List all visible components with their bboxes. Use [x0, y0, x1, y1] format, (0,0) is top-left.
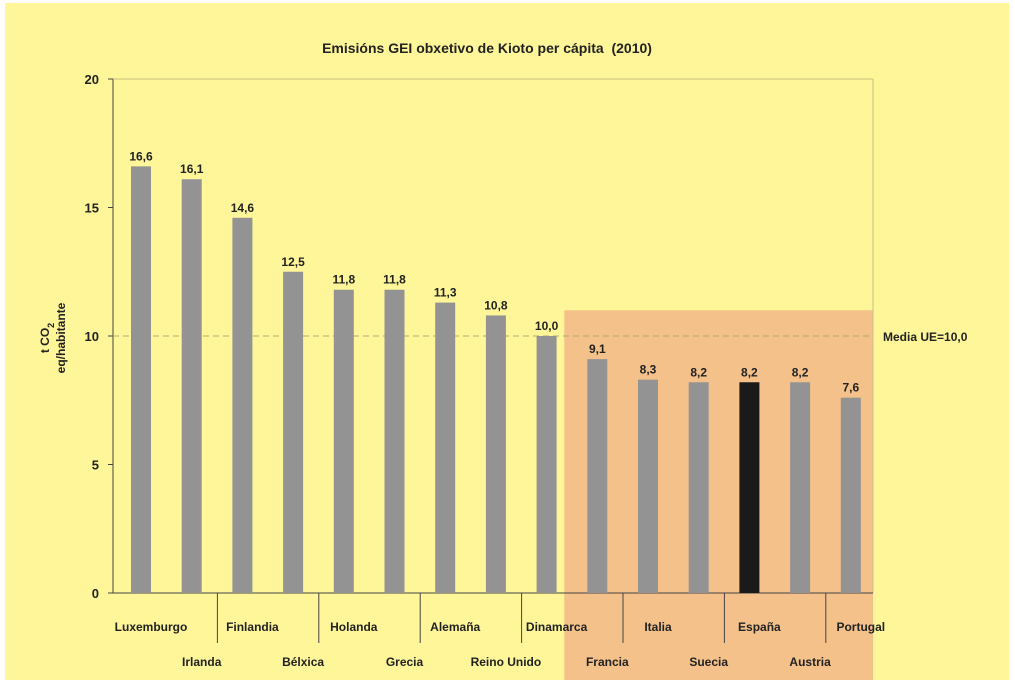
bar-luxemburgo: [131, 166, 151, 593]
value-label: 11,3: [434, 286, 457, 300]
y-tick-label: 20: [85, 72, 99, 87]
x-category-label: Luxemburgo: [115, 620, 188, 634]
y-tick-label: 10: [85, 329, 99, 344]
shaded-region: [564, 310, 873, 680]
y-tick-label: 0: [92, 586, 99, 601]
bar-finlandia: [232, 217, 253, 593]
x-category-label: Italia: [644, 620, 672, 634]
chart-title: Emisións GEI obxetivo de Kioto per cápit…: [322, 40, 652, 56]
value-label: 8,3: [640, 363, 657, 377]
value-label: 12,5: [281, 255, 305, 269]
bar-francia: [587, 359, 608, 593]
chart-frame: 16,6 16,1 14,6 12,5 11,8 11,8 11,3 10,8 10,0 9,1 8…: [5, 3, 1009, 680]
x-category-label: Austria: [789, 655, 831, 669]
bar-bélxica: [283, 271, 304, 593]
value-label: 7,6: [842, 381, 859, 395]
bar-holanda: [333, 289, 354, 593]
chart: 16,6 16,1 14,6 12,5 11,8 11,8 11,3 10,8 10,0 9,1 8…: [38, 40, 968, 680]
bar-italia: [638, 379, 658, 593]
x-category-label: Holanda: [330, 620, 378, 634]
x-category-label: Dinamarca: [526, 620, 588, 634]
bar-irlanda: [181, 179, 202, 594]
value-label: 10,8: [484, 298, 508, 312]
x-category-label: Bélxica: [282, 655, 324, 669]
value-label: 8,2: [792, 365, 809, 379]
bar-suecia: [688, 382, 709, 593]
x-category-label: Suecia: [689, 655, 728, 669]
value-label: 8,2: [741, 365, 758, 379]
bar-grecia: [384, 289, 405, 593]
value-labels-group: 16,6 16,1 14,6 12,5 11,8 11,8 11,3 10,8 10,0 9,1 8…: [129, 149, 859, 394]
x-category-label: Grecia: [386, 655, 424, 669]
bar-alemaña: [435, 302, 456, 593]
x-category-label: Finlandia: [226, 620, 279, 634]
y-axis-label: t CO2: [38, 323, 56, 353]
value-label: 8,2: [690, 365, 707, 379]
bar-españa: [739, 382, 760, 593]
reference-line-label: Media UE=10,0: [883, 330, 968, 344]
x-category-label: Portugal: [836, 620, 885, 634]
value-label: 16,1: [180, 162, 204, 176]
y-axis-label-unit: eq/habitante: [54, 302, 68, 373]
y-ticks-group: 0 5 10 15 20: [85, 72, 113, 601]
x-categories-group: Luxemburgo Irlanda Finlandia Bélxica Holanda…: [115, 593, 885, 669]
value-label: 11,8: [383, 273, 406, 287]
x-category-label: Alemaña: [430, 620, 480, 634]
value-label: 16,6: [129, 149, 153, 163]
bars-group: [131, 166, 861, 594]
bar-austria: [790, 382, 811, 593]
x-category-label: Reino Unido: [471, 655, 542, 669]
x-category-label: Francia: [586, 655, 629, 669]
value-label: 11,8: [332, 273, 355, 287]
y-tick-label: 15: [85, 201, 99, 216]
x-category-label: Irlanda: [182, 655, 222, 669]
bar-dinamarca: [536, 336, 557, 593]
value-label: 14,6: [231, 201, 255, 215]
x-category-label: España: [738, 620, 781, 634]
value-label: 9,1: [589, 342, 606, 356]
y-tick-label: 5: [92, 458, 99, 473]
bar-portugal: [840, 397, 861, 593]
value-label: 10,0: [535, 319, 559, 333]
bar-reino-unido: [485, 315, 506, 593]
